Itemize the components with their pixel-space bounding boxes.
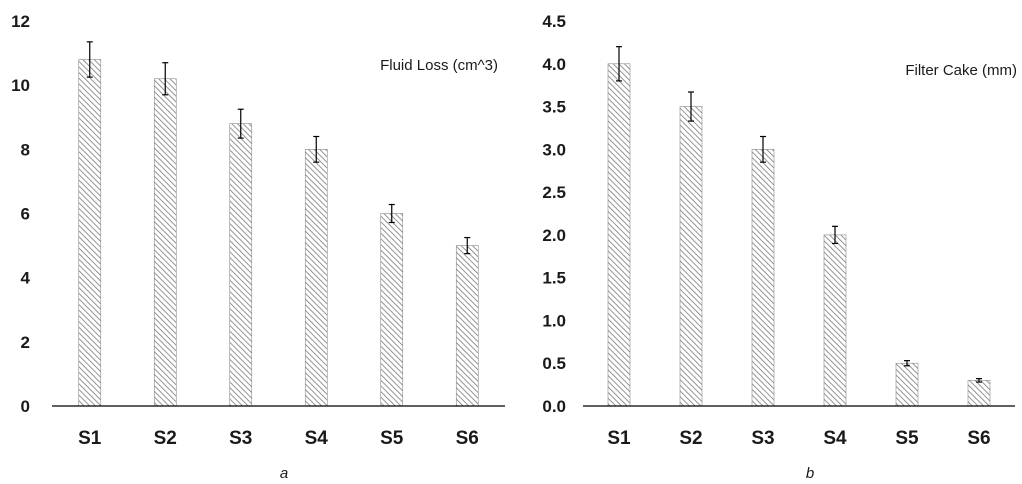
panel-label: b bbox=[806, 465, 814, 482]
bar-s3 bbox=[229, 123, 253, 407]
y-tick-label: 1.0 bbox=[542, 311, 566, 330]
y-tick-label: 4.5 bbox=[542, 12, 566, 31]
x-tick-label: S6 bbox=[967, 428, 990, 449]
chart-title: Filter Cake (mm) bbox=[905, 62, 1017, 79]
bar-s2 bbox=[153, 78, 177, 407]
x-tick-label: S5 bbox=[895, 428, 919, 449]
x-tick-label: S4 bbox=[823, 428, 847, 449]
bar-s6 bbox=[455, 245, 479, 407]
y-tick-label: 6 bbox=[21, 205, 30, 224]
y-tick-label: 3.0 bbox=[542, 140, 566, 159]
x-tick-label: S5 bbox=[380, 428, 404, 449]
chart-title: Fluid Loss (cm^3) bbox=[380, 57, 498, 74]
bar-s4 bbox=[304, 149, 328, 407]
y-tick-label: 3.5 bbox=[542, 98, 566, 117]
y-tick-label: 4.0 bbox=[542, 55, 566, 74]
bar-s5 bbox=[380, 213, 404, 407]
y-tick-label: 0.0 bbox=[542, 397, 566, 416]
x-tick-label: S1 bbox=[607, 428, 631, 449]
y-tick-label: 1.5 bbox=[542, 269, 566, 288]
bar-s2 bbox=[679, 106, 703, 407]
y-tick-label: 0 bbox=[21, 397, 30, 416]
bar-s1 bbox=[78, 59, 102, 407]
bar-s3 bbox=[751, 149, 775, 407]
x-tick-label: S3 bbox=[751, 428, 774, 449]
y-tick-label: 4 bbox=[21, 269, 31, 288]
y-tick-label: 8 bbox=[21, 140, 30, 159]
y-tick-label: 2.5 bbox=[542, 183, 566, 202]
x-tick-label: S4 bbox=[305, 428, 329, 449]
y-tick-label: 12 bbox=[11, 12, 30, 31]
panel-label: a bbox=[280, 465, 288, 482]
x-tick-label: S2 bbox=[154, 428, 177, 449]
x-tick-label: S6 bbox=[456, 428, 479, 449]
bar-s4 bbox=[823, 234, 847, 407]
x-tick-label: S1 bbox=[78, 428, 102, 449]
y-tick-label: 2 bbox=[21, 333, 30, 352]
bar-s1 bbox=[607, 63, 631, 407]
y-tick-label: 0.5 bbox=[542, 354, 566, 373]
bar-s5 bbox=[895, 362, 919, 407]
y-tick-label: 2.0 bbox=[542, 226, 566, 245]
x-tick-label: S3 bbox=[229, 428, 252, 449]
bar-s6 bbox=[967, 380, 991, 407]
y-tick-label: 10 bbox=[11, 76, 30, 95]
x-tick-label: S2 bbox=[679, 428, 702, 449]
